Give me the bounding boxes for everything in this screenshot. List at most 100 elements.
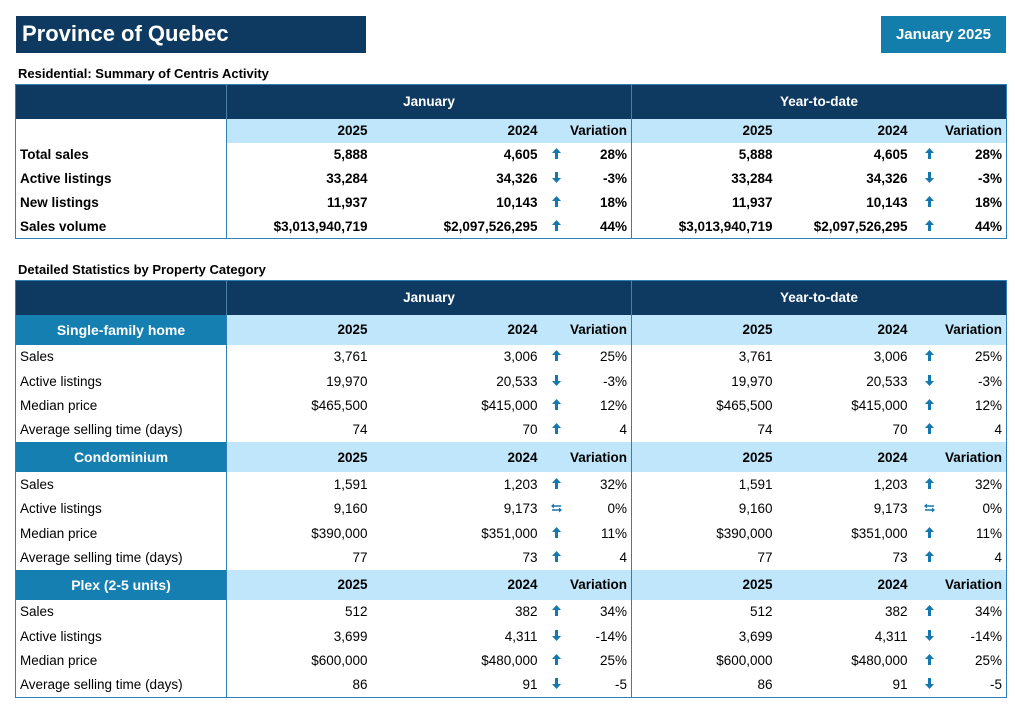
arrow-down-icon [552,374,561,389]
value-2024-month: $415,000 [481,397,538,413]
variation-ytd: 34% [975,604,1003,620]
table-row: Active listings 3,699 4,311 -14% 3,699 4,311-… [16,624,1007,649]
value-2024-ytd: 91 [892,677,908,693]
variation-month: -3% [603,171,628,186]
col-2025: 2025 [631,442,777,473]
value-2025-ytd: 86 [631,672,777,698]
variation-ytd: 12% [975,397,1003,413]
value-2025-month: $465,500 [226,393,372,418]
table-row: Median price $465,500 $415,000 12% $465,500 $… [16,393,1007,418]
variation-ytd: 44% [975,218,1003,234]
value-2024-ytd: $351,000 [851,525,908,541]
arrow-up-icon [552,653,561,668]
table-row: Average selling time (days) 77 73 4 77 73 4 [16,545,1007,570]
arrow-down-icon [924,629,934,644]
row-label: Sales [20,349,54,365]
variation-ytd: 28% [975,147,1003,162]
value-2024-ytd: 73 [892,549,908,565]
col-2024: 2024 [371,442,542,473]
variation-ytd: -5 [990,677,1003,693]
variation-arrow [542,393,572,417]
col-2024: 2024 [371,118,542,143]
arrow-up-icon [552,147,561,162]
value-2024-month: $2,097,526,295 [443,218,538,234]
variation-ytd: 11% [976,525,1003,541]
category-name: Plex (2-5 units) [15,569,227,600]
col-blank [15,118,227,143]
variation-month: 25% [600,349,628,365]
table-row: Median price $600,000 $480,000 25% $600,000 $… [16,648,1007,673]
row-label: Median price [20,397,98,413]
value-2024-month: 91 [522,677,538,693]
variation-month: 28% [600,147,628,162]
value-2024-month: 20,533 [496,373,538,389]
variation-month: 12% [600,397,628,413]
value-2025-ytd: 3,699 [631,624,777,649]
header-blank [15,280,227,315]
value-2025-month: 11,937 [226,190,372,215]
value-2025-month: $3,013,940,719 [226,214,372,239]
variation-arrow [912,143,947,167]
variation-arrow [542,167,572,191]
variation-arrow [912,393,947,417]
table-row: Active listings 19,970 20,533 -3% 19,970 20,5… [16,368,1007,394]
value-2024-month: 1,203 [503,476,538,492]
period-ytd: Year-to-date [631,84,1007,119]
row-label: Median price [20,653,98,669]
arrow-up-icon [924,477,934,492]
arrow-up-icon [552,422,561,437]
value-2025-ytd: 19,970 [631,368,777,394]
report-date: January 2025 [881,16,1006,53]
category-header-row: Single-family home 2025 2024 Variation 2025 2… [15,314,1007,345]
value-2025-ytd: 9,160 [631,496,777,521]
variation-arrow [912,624,947,648]
value-2024-ytd: 10,143 [866,195,908,210]
value-2025-month: 512 [226,599,372,625]
page-title: Province of Quebec [16,16,366,53]
col-2024: 2024 [776,569,912,600]
variation-ytd: 18% [975,195,1003,210]
category-header-row: Plex (2-5 units) 2025 2024 Variation 2025 202… [15,569,1007,600]
variation-arrow [542,418,572,442]
value-2025-month: 86 [226,672,372,698]
value-2024-ytd: 20,533 [866,373,908,389]
table-row: Active listings 9,160 9,173 0% 9,160 9,173 0% [16,496,1007,521]
col-2024: 2024 [371,569,542,600]
value-2024-ytd: 4,605 [873,147,908,162]
variation-arrow [542,215,572,239]
variation-ytd: -14% [970,628,1003,644]
variation-month: -3% [603,373,628,389]
variation-arrow [542,648,572,672]
variation-arrow [542,600,572,624]
category-name: Condominium [15,442,227,473]
row-label: New listings [20,195,99,210]
value-2025-month: 5,888 [226,142,372,167]
variation-arrow [542,369,572,393]
variation-month: 4 [619,549,628,565]
table-row: Active listings 33,284 34,326 -3% 33,284 34,3… [16,166,1007,191]
row-label: Sales [20,476,54,492]
arrow-up-icon [924,219,934,234]
variation-ytd: 25% [975,653,1003,669]
col-2024: 2024 [776,314,912,345]
variation-arrow [542,521,572,545]
value-2025-month: $390,000 [226,520,372,546]
value-2024-ytd: 3,006 [873,349,908,365]
col-variation: Variation [911,314,1007,345]
value-2024-month: 73 [522,549,538,565]
value-2025-ytd: $465,500 [631,393,777,418]
arrow-up-icon [924,526,934,541]
arrow-up-icon [552,349,561,364]
variation-month: 34% [600,604,628,620]
col-2025: 2025 [631,314,777,345]
value-2025-ytd: 512 [631,599,777,625]
value-2024-month: 4,311 [504,628,538,644]
variation-arrow [542,496,572,520]
variation-arrow [912,215,947,239]
arrow-up-icon [924,604,934,619]
variation-month: 18% [600,195,628,210]
col-variation: Variation [911,118,1007,143]
arrow-up-icon [924,398,934,413]
value-2024-month: 3,006 [503,349,538,365]
arrow-up-icon [924,422,934,437]
